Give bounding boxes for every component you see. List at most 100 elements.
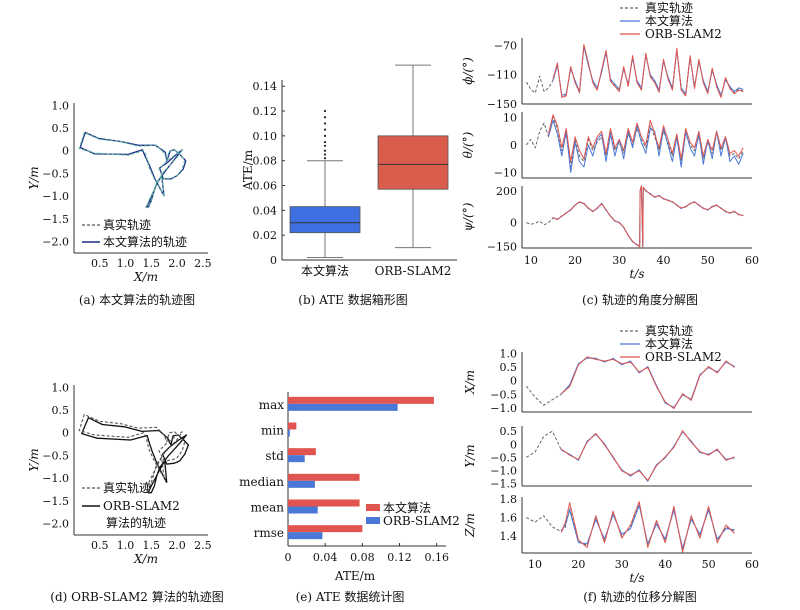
y-tick-label-c: 0	[510, 217, 517, 230]
box-outlier	[323, 157, 327, 160]
series-line-orb	[560, 356, 735, 409]
y-tick-label-c: −150	[487, 98, 517, 111]
series-line-truth	[526, 430, 735, 482]
legend-label-orb-f: ORB-SLAM2	[645, 350, 722, 364]
series-line-a-0	[78, 131, 186, 209]
y-tick-label-b: 0.12	[253, 105, 278, 118]
y-tick-label-d: −0.5	[42, 449, 69, 462]
x-tick-label-c: 30	[612, 254, 626, 267]
x-tick-label-f: 30	[615, 558, 629, 571]
y-tick-label-f: −1.0	[490, 464, 517, 477]
x-tick-label-d: 0.5	[91, 539, 109, 552]
box-outlier	[323, 149, 327, 152]
box-body	[289, 206, 361, 234]
series-line-ours	[548, 119, 744, 173]
x-axis-label-e: ATE/m	[334, 569, 376, 583]
y-axis-label-b: ATE/m	[241, 149, 255, 191]
x-tick-label-a: 0.5	[91, 257, 109, 270]
y-tick-label-d: 0.5	[52, 404, 70, 417]
box-outlier	[323, 122, 327, 125]
caption-c: (c) 轨迹的角度分解图	[582, 292, 698, 307]
y-tick-label-a: −0.5	[42, 167, 69, 180]
series-line-ours	[560, 357, 735, 408]
bar-ours	[288, 499, 360, 507]
y-tick-label-b: 0.04	[253, 204, 278, 217]
x-tick-label-c: 50	[701, 254, 715, 267]
series-line-ours	[552, 185, 744, 247]
category-label-e: median	[239, 475, 284, 489]
x-tick-label-b: ORB-SLAM2	[375, 264, 452, 278]
y-tick-label-c: −10	[494, 167, 517, 180]
box-body	[377, 135, 449, 190]
y-tick-label-b: 0	[270, 254, 277, 267]
x-tick-label-d: 2.5	[194, 539, 212, 552]
bar-orb	[288, 506, 318, 514]
box-outlier	[323, 116, 327, 119]
y-tick-label-d: −2.0	[42, 518, 69, 531]
x-tick-label-f: 20	[571, 558, 585, 571]
y-tick-label-f: 1.0	[500, 347, 518, 360]
legend-label-ours-c: 本文算法	[645, 13, 693, 28]
y-axis-label-f-1: Y/m	[463, 444, 477, 467]
x-tick-label-e: 0.08	[350, 551, 375, 564]
box-outlier	[323, 140, 327, 144]
caption-a: (a) 本文算法的轨迹图	[79, 292, 195, 307]
y-tick-label-f: −1.5	[490, 477, 517, 490]
legend-label-ours-a: 本文算法的轨迹	[103, 234, 187, 249]
bar-ours	[288, 473, 360, 481]
y-tick-label-c: −150	[487, 240, 517, 253]
x-tick-label-e: 0	[285, 551, 292, 564]
x-tick-label-e: 0.12	[387, 551, 412, 564]
x-tick-label-d: 1.5	[143, 539, 161, 552]
legend-label-truth-d: 真实轨迹	[103, 480, 151, 495]
series-line-orb	[560, 430, 735, 481]
y-tick-label-f: −0.5	[490, 388, 517, 401]
series-line-a-1	[79, 131, 187, 209]
legend-label-orb-c: ORB-SLAM2	[645, 27, 722, 41]
legend-label-orb-d-2: 算法的轨迹	[106, 515, 166, 530]
y-axis-label-f-0: X/m	[463, 370, 477, 395]
series-line-orb	[552, 44, 744, 98]
y-axis-label-a: Y/m	[27, 166, 41, 189]
y-tick-label-d: 0	[62, 427, 69, 440]
x-tick-label-a: 1.5	[143, 257, 161, 270]
series-line-d-0	[78, 413, 186, 491]
bar-orb	[288, 403, 398, 411]
x-tick-label-f: 10	[528, 558, 542, 571]
y-tick-label-b: 0.14	[253, 80, 278, 93]
y-tick-label-f: 1.6	[500, 512, 518, 525]
box-outlier	[323, 134, 327, 137]
y-axis-label-f-2: Z/m	[463, 513, 477, 538]
y-tick-label-b: 0.10	[253, 130, 278, 143]
legend-label-truth-f: 真实轨迹	[645, 323, 693, 338]
x-tick-label-d: 1.0	[117, 539, 135, 552]
series-line-truth	[525, 357, 735, 409]
category-label-e: rmse	[254, 526, 284, 540]
x-axis-label-f: t/s	[629, 571, 644, 585]
series-line-orb	[552, 185, 744, 248]
x-tick-label-b: 本文算法	[301, 263, 349, 278]
category-label-e: min	[261, 424, 284, 438]
legend-label-truth-c: 真实轨迹	[645, 0, 693, 15]
category-label-e: max	[259, 398, 285, 412]
legend-label-truth-a: 真实轨迹	[103, 217, 151, 232]
y-tick-label-a: 0	[62, 145, 69, 158]
y-tick-label-a: 0.5	[52, 122, 70, 135]
bar-orb	[288, 455, 305, 463]
y-tick-label-c: 200	[496, 185, 517, 198]
box-outlier	[323, 144, 327, 147]
caption-e: (e) ATE 数据统计图	[296, 589, 405, 604]
box-outlier	[323, 109, 327, 113]
bar-ours	[288, 448, 316, 456]
caption-f: (f) 轨迹的位移分解图	[583, 589, 697, 604]
y-tick-label-f: 1.8	[500, 493, 518, 506]
series-line-ours	[560, 504, 735, 549]
y-tick-label-f: 0	[510, 438, 517, 451]
y-tick-label-c: −70	[494, 39, 517, 52]
y-tick-label-a: −2.0	[42, 236, 69, 249]
y-tick-label-f: 0	[510, 375, 517, 388]
y-tick-label-d: 1.0	[52, 381, 70, 394]
series-line-truth	[526, 185, 744, 247]
bar-orb	[288, 429, 290, 437]
box-outlier	[323, 128, 327, 131]
